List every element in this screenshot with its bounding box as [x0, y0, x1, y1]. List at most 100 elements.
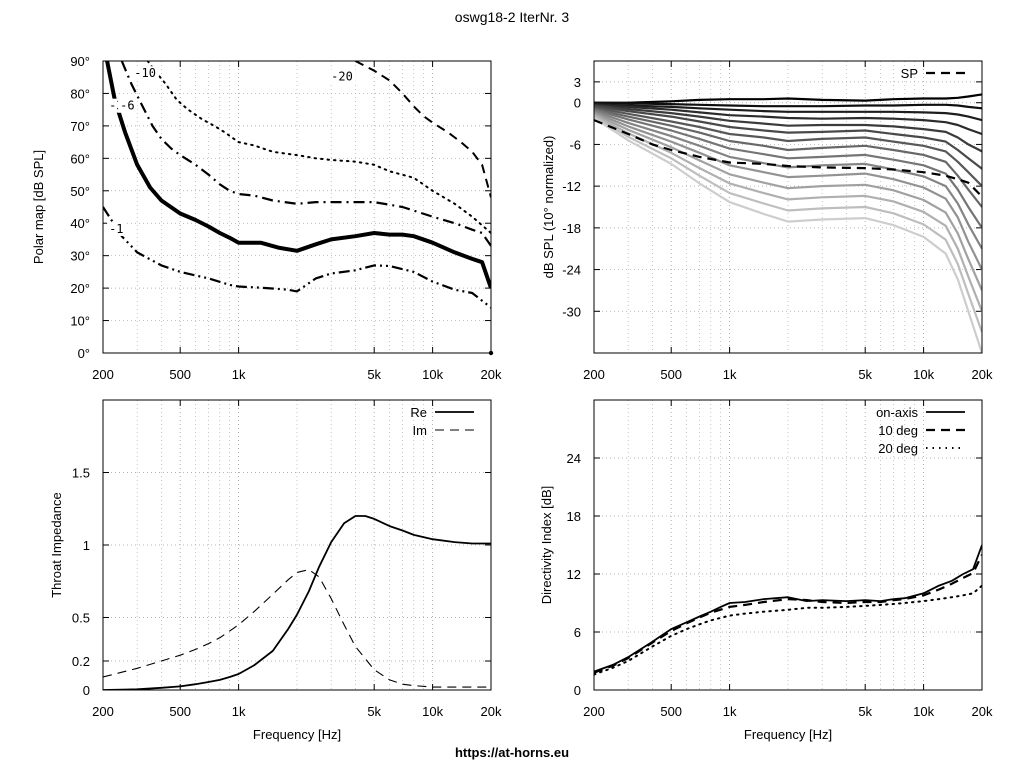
angle-curve [594, 108, 982, 229]
contour-label: -6 [120, 99, 134, 113]
x-tick-label: 500 [660, 704, 682, 719]
legend-label: 20 deg [878, 441, 918, 456]
y-tick-label: -6 [569, 137, 581, 152]
plot-frame [102, 60, 492, 354]
series-sp [594, 119, 982, 198]
angle-curve [594, 103, 982, 136]
x-tick-label: 20k [481, 704, 502, 719]
x-tick-label: 20k [481, 367, 502, 382]
x-tick-label: 200 [583, 704, 605, 719]
y-axis-label: dB SPL (10° normalized) [541, 136, 556, 279]
x-tick-label: 20k [972, 704, 993, 719]
x-tick-label: 500 [169, 704, 191, 719]
x-tick-label: 5k [367, 367, 381, 382]
y-tick-label: -18 [562, 221, 581, 236]
series-6 [120, 61, 491, 247]
y-tick-label: 50° [70, 184, 90, 199]
series-10 [146, 61, 491, 234]
x-tick-label: 10k [422, 704, 443, 719]
y-tick-label: 1.5 [72, 466, 90, 481]
angle-curve [594, 110, 982, 250]
y-tick-label: 0 [83, 683, 90, 698]
y-tick-label: -12 [562, 179, 581, 194]
y-tick-label: 24 [567, 451, 581, 466]
contour-label-bg [107, 221, 127, 236]
y-tick-label: 12 [567, 567, 581, 582]
y-tick-label: 3 [574, 75, 581, 90]
contour-label: -20 [331, 69, 353, 83]
x-tick-label: 1k [232, 367, 246, 382]
x-tick-label: 5k [858, 704, 872, 719]
x-tick-label: 1k [232, 704, 246, 719]
plot-area [594, 544, 982, 676]
y-tick-label: 6 [574, 625, 581, 640]
plot-area [103, 515, 491, 690]
y-tick-label: 20° [70, 281, 90, 296]
x-tick-label: 10k [422, 367, 443, 382]
x-tick-label: 5k [858, 367, 872, 382]
angle-curve [594, 105, 982, 170]
legend-label: 10 deg [878, 423, 918, 438]
y-tick-label: 1 [83, 538, 90, 553]
y-tick-label: 10° [70, 314, 90, 329]
x-tick-label: 200 [92, 367, 114, 382]
angle-curve [594, 93, 982, 104]
legend-label: SP [901, 66, 918, 81]
legend-label: on-axis [876, 405, 918, 420]
legend-label: Re [410, 405, 427, 420]
x-tick-label: 1k [723, 367, 737, 382]
chart-throat_impedance: 200 500 1k 5k 10k 20k 0 0.2 0.5 1 1.5 Frequency [Hz… [49, 399, 502, 742]
y-tick-label: -30 [562, 304, 581, 319]
y-axis-label: Throat Impedance [49, 492, 64, 598]
x-tick-label: 20k [972, 367, 993, 382]
x-tick-label: 10k [913, 367, 934, 382]
y-tick-label: 80° [70, 86, 90, 101]
x-tick-label: 200 [92, 704, 114, 719]
series-20-deg [594, 584, 982, 676]
y-tick-label: 0 [574, 683, 581, 698]
y-tick-label: 0.2 [72, 654, 90, 669]
series-im [103, 569, 491, 688]
y-tick-label: 90° [70, 54, 90, 69]
contour-label-bg [132, 66, 159, 81]
x-tick-label: 10k [913, 704, 934, 719]
y-tick-label: 0° [78, 346, 90, 361]
plot-frame [593, 60, 983, 354]
y-tick-label: 70° [70, 119, 90, 134]
chart-polar_map: 200 500 1k 5k 10k 20k 0° 10° 20° 30° 40° 50° 60° 70° 8… [31, 54, 502, 382]
chart-directivity_index: 200 500 1k 5k 10k 20k 0 6 12 18 24 Frequency [Hz] Di… [539, 399, 993, 742]
x-axis-label: Frequency [Hz] [744, 727, 832, 742]
footer-url[interactable]: https://at-horns.eu [454, 745, 570, 760]
series-20 [354, 61, 491, 198]
plot-area [594, 93, 982, 353]
y-tick-label: 18 [567, 509, 581, 524]
contour-label: -1 [109, 222, 123, 236]
plot-area [103, 61, 491, 309]
angle-curve [594, 104, 982, 153]
angle-curve [594, 107, 982, 208]
chart-normalized_spl: 200 500 1k 5k 10k 20k 3 0 -6 -12 -18 -24 -30 dB SPL (… [541, 60, 993, 382]
series-re [103, 515, 491, 690]
contour-label-bg [329, 69, 356, 84]
x-tick-label: 500 [660, 367, 682, 382]
series-on-axis [594, 544, 982, 673]
series-10-deg [594, 554, 982, 674]
x-tick-label: 1k [723, 704, 737, 719]
angle-curve [594, 103, 982, 122]
y-tick-label: 40° [70, 216, 90, 231]
y-tick-label: 0 [574, 96, 581, 111]
series-3 [105, 61, 491, 289]
angle-curve [594, 101, 982, 110]
series-1 [103, 206, 491, 309]
x-axis-label: Frequency [Hz] [253, 727, 341, 742]
x-tick-label: 500 [169, 367, 191, 382]
figure-title: oswg18-2 IterNr. 3 [454, 9, 570, 25]
y-tick-label: 60° [70, 151, 90, 166]
angle-curve [594, 111, 982, 271]
y-tick-label: 0.5 [72, 611, 90, 626]
x-tick-label: 200 [583, 367, 605, 382]
angle-curve [594, 106, 982, 187]
contour-label: -10 [134, 66, 156, 80]
y-tick-label: -24 [562, 263, 581, 278]
